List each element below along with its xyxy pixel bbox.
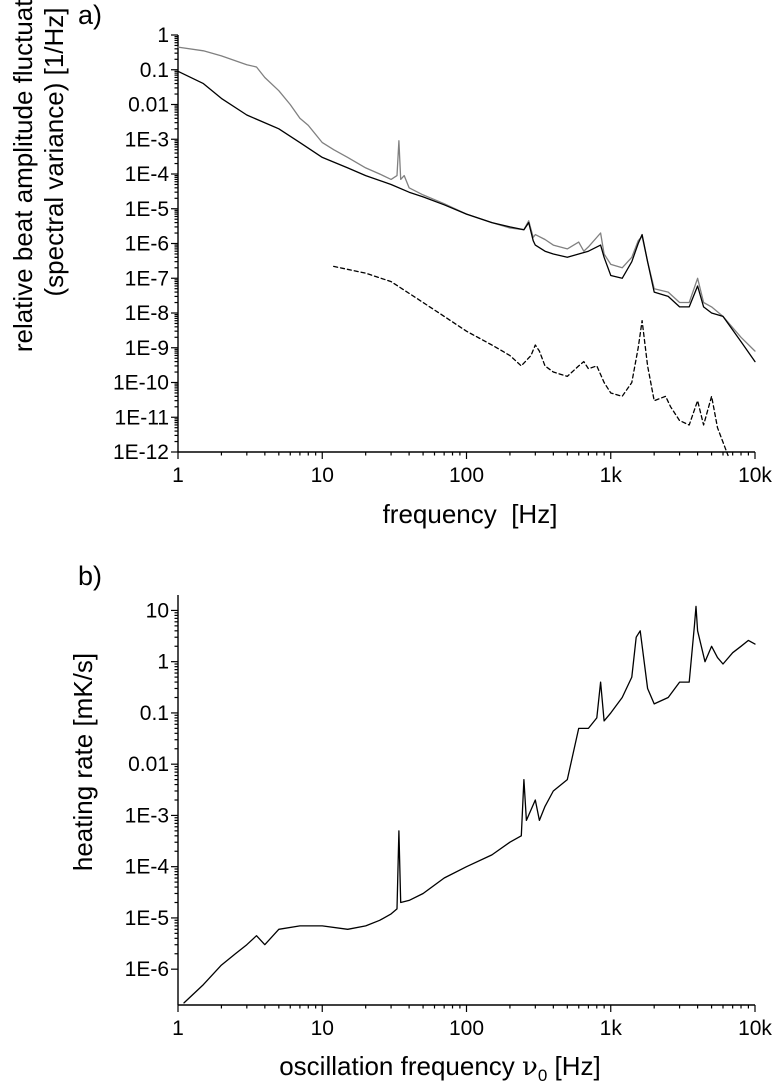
y-tick-label: 1E-7: [125, 267, 169, 290]
y-tick-label: 1E-4: [125, 163, 170, 186]
panel-b-heating-plot: b) heating rate [mK/s] oscillation frequ…: [68, 561, 772, 1085]
y-tick-label: 1E-6: [125, 958, 169, 981]
x-tick-label: 10: [311, 1017, 334, 1040]
x-tick-label: 1: [172, 1017, 184, 1040]
panel-a-ylabel-line1: relative beat amplitude fluctuations: [8, 0, 38, 352]
panel-a-spectrum-plot: a) relative beat amplitude fluctuations …: [8, 0, 772, 529]
panel-b-x-ticks: 1 10 100 1k 10k: [172, 1005, 772, 1040]
panel-b-label: b): [78, 561, 102, 591]
y-tick-label: 1E-11: [115, 406, 169, 429]
y-tick-label: 1E-9: [125, 337, 169, 360]
y-tick-label: 1E-8: [125, 302, 169, 325]
panel-b-series: [183, 605, 756, 1004]
y-tick-label: 0.1: [140, 702, 169, 725]
x-tick-label: 1: [172, 464, 184, 487]
x-tick-label: 100: [449, 464, 484, 487]
panel-b-xlabel: oscillation frequency ν0 [Hz]: [279, 1051, 601, 1085]
x-tick-label: 100: [449, 1017, 484, 1040]
x-tick-label: 10k: [738, 464, 772, 487]
x-tick-label: 1k: [600, 464, 623, 487]
y-tick-label: 1E-10: [113, 372, 169, 395]
panel-a-ylabel-line2: (spectral variance) [1/Hz]: [39, 8, 69, 297]
y-tick-label: 10: [146, 599, 169, 622]
series-line-1: [177, 46, 756, 352]
panel-a-label: a): [78, 0, 102, 30]
y-tick-label: 1: [157, 24, 169, 47]
y-tick-label: 1E-12: [113, 441, 169, 464]
panel-a-y-ticks: 1 0.1 0.01 1E-3 1E-4 1E-5 1E-6 1E-7 1E-8 1E-9 1E-1…: [113, 24, 178, 464]
panel-a-series: [177, 46, 756, 457]
series-line-2: [177, 70, 756, 363]
x-tick-label: 10: [311, 464, 334, 487]
x-tick-label: 1k: [600, 1017, 623, 1040]
y-tick-label: 0.01: [128, 753, 169, 776]
panel-a-x-ticks: 1 10 100 1k 10k: [172, 452, 772, 487]
panel-b-ylabel: heating rate [mK/s]: [68, 653, 98, 871]
y-tick-label: 1E-4: [125, 856, 170, 879]
panel-a-xlabel: frequency [Hz]: [383, 499, 558, 529]
y-tick-label: 1E-6: [125, 233, 169, 256]
series-line-1: [183, 605, 756, 1004]
x-tick-label: 10k: [738, 1017, 772, 1040]
y-tick-label: 1E-5: [125, 907, 169, 930]
y-tick-label: 1E-3: [125, 128, 169, 151]
y-tick-label: 1E-3: [125, 804, 169, 827]
y-tick-label: 1E-5: [125, 198, 169, 221]
series-line-3: [333, 265, 729, 457]
y-tick-label: 1: [157, 651, 169, 674]
y-tick-label: 0.1: [140, 59, 169, 82]
panel-b-y-ticks: 10 1 0.1 0.01 1E-3 1E-4 1E-5 1E-6: [125, 599, 178, 981]
y-tick-label: 0.01: [128, 94, 169, 117]
